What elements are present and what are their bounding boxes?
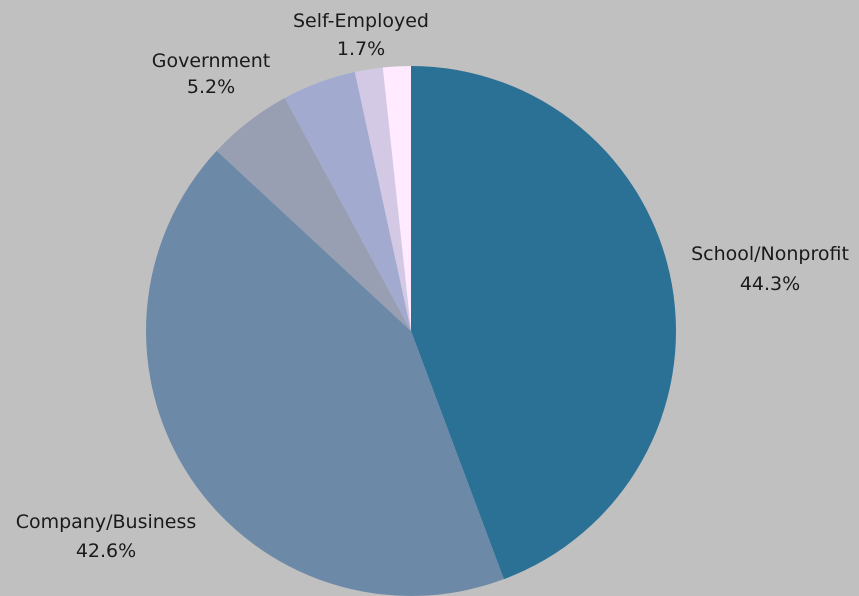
pie-slices bbox=[145, 66, 677, 596]
pie-slice-unlabeled-4 bbox=[354, 67, 411, 332]
label-school-nonprofit-name: School/Nonprofit bbox=[691, 243, 849, 265]
label-self-employed-value: 1.7% bbox=[337, 38, 385, 60]
pie-labels: School/Nonprofit 44.3% Company/Business … bbox=[16, 10, 849, 562]
label-government-value: 5.2% bbox=[187, 76, 235, 98]
pie-slice-self-employed bbox=[382, 66, 411, 331]
label-company-business-name: Company/Business bbox=[16, 511, 197, 533]
pie-slice-company-business bbox=[145, 150, 504, 596]
label-self-employed-name: Self-Employed bbox=[293, 10, 429, 32]
pie-slice-government bbox=[284, 72, 411, 331]
pie-slice-unlabeled-2 bbox=[216, 97, 411, 332]
label-government-name: Government bbox=[152, 50, 271, 72]
label-company-business-value: 42.6% bbox=[76, 540, 136, 562]
pie-slice-school-nonprofit bbox=[411, 66, 677, 580]
label-school-nonprofit-value: 44.3% bbox=[740, 273, 800, 295]
